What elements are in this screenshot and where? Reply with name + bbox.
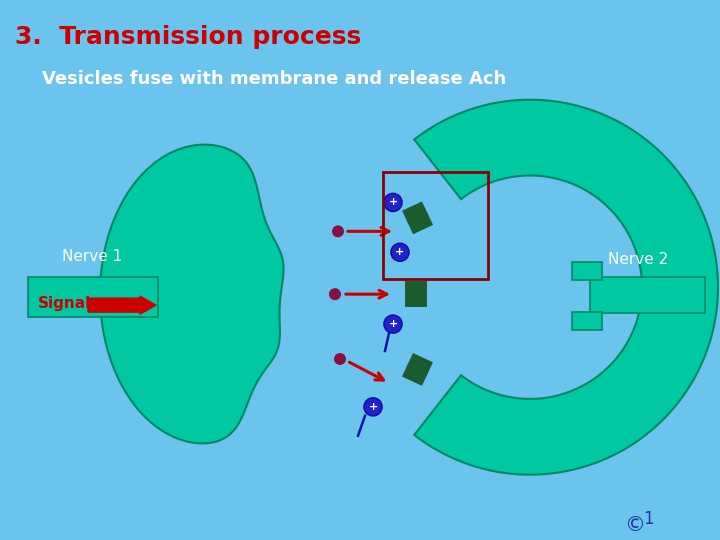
- Circle shape: [384, 193, 402, 211]
- Text: +: +: [388, 198, 397, 207]
- Text: Signal: Signal: [38, 296, 91, 311]
- Polygon shape: [407, 353, 433, 375]
- Bar: [383, 172, 488, 279]
- Circle shape: [329, 288, 341, 300]
- FancyArrow shape: [88, 296, 156, 314]
- Text: 3.  Transmission process: 3. Transmission process: [15, 25, 361, 49]
- Text: Nerve 1: Nerve 1: [62, 249, 122, 264]
- Polygon shape: [414, 100, 718, 475]
- Polygon shape: [407, 212, 433, 234]
- Polygon shape: [405, 281, 427, 295]
- Text: +: +: [395, 247, 405, 257]
- Text: Vesicles fuse with membrane and release Ach: Vesicles fuse with membrane and release …: [42, 70, 506, 88]
- Circle shape: [391, 244, 409, 261]
- Polygon shape: [405, 293, 427, 307]
- Circle shape: [384, 315, 402, 333]
- Text: Nerve 2: Nerve 2: [608, 252, 668, 267]
- Polygon shape: [100, 145, 284, 443]
- Text: +: +: [388, 319, 397, 329]
- Circle shape: [364, 398, 382, 416]
- Circle shape: [334, 353, 346, 365]
- Bar: [28, 277, 158, 317]
- Polygon shape: [402, 364, 428, 386]
- Text: ©: ©: [624, 515, 645, 535]
- Text: 1: 1: [643, 510, 654, 528]
- Bar: [572, 262, 602, 280]
- Bar: [572, 312, 602, 330]
- Polygon shape: [402, 201, 428, 224]
- Bar: [590, 277, 705, 313]
- Text: +: +: [369, 402, 377, 412]
- Circle shape: [332, 225, 344, 238]
